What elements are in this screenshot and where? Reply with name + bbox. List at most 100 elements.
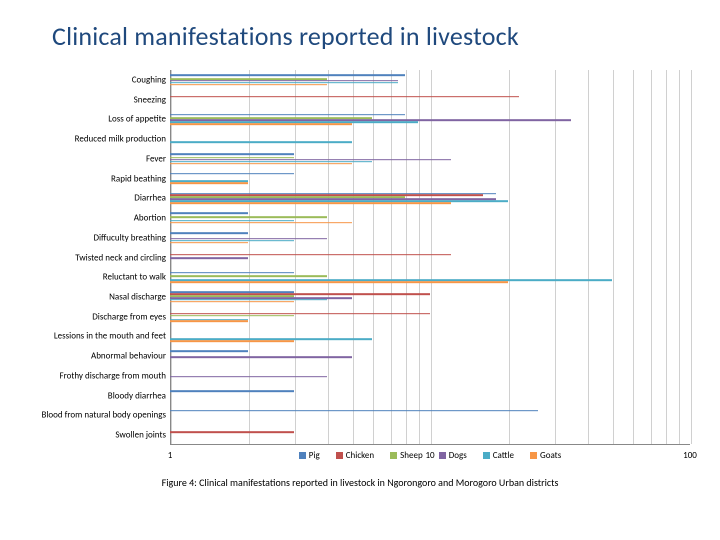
bar-group	[170, 94, 519, 106]
category-label: Nasal discharge	[30, 292, 166, 301]
bar	[170, 351, 248, 353]
bar	[170, 173, 294, 175]
grid-line	[633, 70, 634, 444]
legend-label: Pig	[309, 450, 320, 461]
category-label: Loss of appetite	[30, 115, 166, 124]
category-label: Swollen joints	[30, 430, 166, 439]
legend-label: Goats	[540, 450, 561, 461]
bar-group	[170, 114, 571, 126]
bar	[170, 431, 294, 433]
bar	[170, 390, 294, 392]
bar	[170, 254, 451, 256]
page-title: Clinical manifestations reported in live…	[52, 20, 690, 52]
bar	[170, 376, 327, 378]
bar-group	[170, 370, 327, 382]
category-label: Discharge from eyes	[30, 312, 166, 321]
bar	[170, 114, 405, 116]
bar-group	[170, 153, 451, 165]
bar-group	[170, 390, 294, 402]
bar	[170, 182, 248, 184]
bar-group	[170, 429, 294, 441]
bar-group	[170, 252, 451, 264]
chart: Coughing Sneezing Loss of appetite Reduced …	[30, 70, 690, 490]
legend-item: Pig	[299, 450, 320, 461]
legend-label: Dogs	[449, 450, 467, 461]
bar	[170, 153, 294, 155]
legend-item: Sheep	[390, 450, 423, 461]
bar	[170, 212, 248, 214]
grid-line	[679, 70, 680, 444]
bar-group	[170, 331, 372, 343]
bar	[170, 232, 248, 234]
bar	[170, 321, 248, 323]
category-label: Frothy discharge from mouth	[30, 371, 166, 380]
category-label: Reduced milk production	[30, 134, 166, 143]
legend-item: Cattle	[483, 450, 514, 461]
category-label: Sneezing	[30, 95, 166, 104]
bar-group	[170, 192, 508, 204]
bar	[170, 74, 405, 76]
bar-group	[170, 271, 612, 283]
bar-group	[170, 173, 294, 185]
legend-swatch	[483, 452, 490, 459]
bar	[170, 141, 352, 143]
bar-group	[170, 311, 430, 323]
grid-line	[613, 70, 614, 444]
grid-line	[555, 70, 556, 444]
legend-swatch	[336, 452, 343, 459]
category-label: Lessions in the mouth and feet	[30, 332, 166, 341]
legend-label: Cattle	[493, 450, 514, 461]
legend-label: Sheep	[400, 450, 423, 461]
bar	[170, 410, 538, 412]
bar-group	[170, 410, 538, 422]
bar	[170, 340, 294, 342]
bar	[170, 123, 352, 125]
category-label: Fever	[30, 154, 166, 163]
legend-swatch	[299, 452, 306, 459]
bar	[170, 315, 294, 317]
legend-item: Goats	[530, 450, 561, 461]
grid-line	[651, 70, 652, 444]
bar	[170, 96, 519, 98]
category-label: Blood from natural body openings	[30, 411, 166, 420]
bar-group	[170, 212, 352, 224]
legend: Pig Chicken Sheep Dogs Cattle Goats	[170, 450, 690, 461]
bar	[170, 281, 508, 283]
bar-group	[170, 350, 352, 362]
grid-line	[666, 70, 667, 444]
bar	[170, 275, 327, 277]
category-label: Abnormal behaviour	[30, 351, 166, 360]
bar	[170, 242, 248, 244]
legend-label: Chicken	[346, 450, 374, 461]
category-label: Abortion	[30, 213, 166, 222]
legend-item: Chicken	[336, 450, 374, 461]
grid-line	[509, 70, 510, 444]
category-label: Bloody diarrhea	[30, 391, 166, 400]
bar	[170, 84, 327, 86]
chart-caption: Figure 4: Clinical manifestations report…	[30, 476, 690, 489]
slide: Clinical manifestations reported in live…	[0, 0, 720, 540]
bar	[170, 272, 294, 274]
bar-group	[170, 133, 352, 145]
category-label: Diarrhea	[30, 194, 166, 203]
bar-group	[170, 74, 405, 86]
bar-group	[170, 232, 327, 244]
bar	[170, 216, 327, 218]
bar	[170, 301, 294, 303]
bar	[170, 356, 352, 358]
legend-item: Dogs	[439, 450, 467, 461]
legend-swatch	[439, 452, 446, 459]
category-label: Reluctant to walk	[30, 273, 166, 282]
category-label: Rapid beathing	[30, 174, 166, 183]
bar	[170, 202, 451, 204]
bar	[170, 222, 352, 224]
legend-swatch	[530, 452, 537, 459]
grid-line	[691, 70, 692, 444]
grid-line	[588, 70, 589, 444]
bar	[170, 258, 248, 260]
category-label: Twisted neck and circling	[30, 253, 166, 262]
bar-group	[170, 291, 430, 303]
legend-swatch	[390, 452, 397, 459]
category-label: Coughing	[30, 75, 166, 84]
bar	[170, 163, 352, 165]
